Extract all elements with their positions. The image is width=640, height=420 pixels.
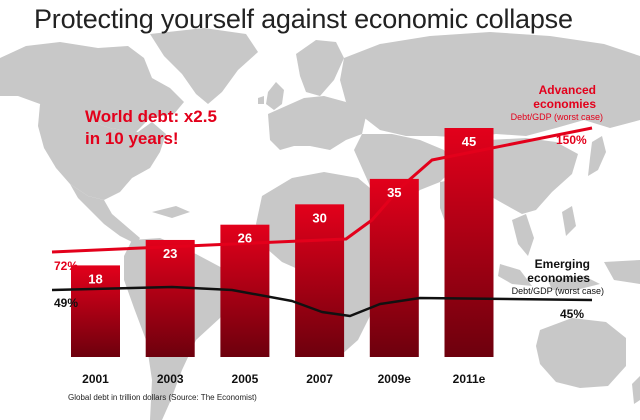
advanced-start-label: 72% <box>54 259 78 273</box>
page-title: Protecting yourself against economic col… <box>34 4 573 34</box>
emerging-series-name-line2: economies <box>527 271 590 285</box>
bar-2009e <box>369 178 419 357</box>
advanced-series-name-line1: Advanced <box>539 83 596 97</box>
bar-2011e <box>444 128 494 357</box>
source-note: Global debt in trillion dollars (Source:… <box>68 393 257 402</box>
emerging-economies-line <box>51 285 593 318</box>
emerging-series-subtitle: Debt/GDP (worst case) <box>512 286 604 296</box>
x-tick-label: 2007 <box>306 372 333 386</box>
bar-2003 <box>145 239 195 357</box>
bar-2007 <box>295 204 345 357</box>
x-tick-label: 2009e <box>378 372 412 386</box>
x-tick-label: 2005 <box>232 372 259 386</box>
callout-line1: World debt: x2.5 <box>85 107 217 126</box>
lines-group <box>51 126 593 318</box>
advanced-end-label: 150% <box>556 133 587 147</box>
bar-value-label: 45 <box>462 134 476 149</box>
bar-value-label: 18 <box>88 271 102 286</box>
emerging-start-label: 49% <box>54 296 78 310</box>
x-tick-label: 2001 <box>82 372 109 386</box>
emerging-series-name-line1: Emerging <box>535 257 590 271</box>
emerging-end-label: 45% <box>560 307 584 321</box>
advanced-series-subtitle: Debt/GDP (worst case) <box>511 112 603 122</box>
labels-group: 18 2001 23 2003 26 2005 30 2007 35 2009e 45 2011e 72… <box>54 83 604 402</box>
bar-value-label: 35 <box>387 185 401 200</box>
bar-value-label: 26 <box>238 231 252 246</box>
bars-group <box>71 128 494 357</box>
bar-2001 <box>71 265 120 357</box>
x-tick-label: 2003 <box>157 372 184 386</box>
advanced-series-name-line2: economies <box>533 97 596 111</box>
x-tick-label: 2011e <box>453 372 486 386</box>
advanced-economies-line <box>51 126 593 254</box>
bar-value-label: 30 <box>312 210 326 225</box>
bar-value-label: 23 <box>163 246 177 261</box>
callout-line2: in 10 years! <box>85 129 179 148</box>
